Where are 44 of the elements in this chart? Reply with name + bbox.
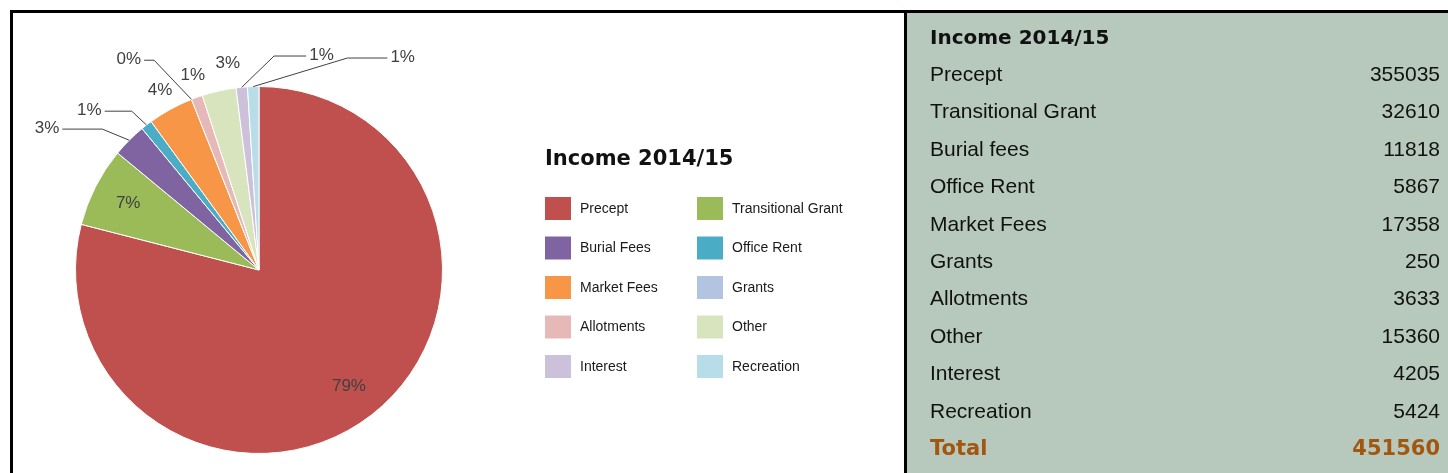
category-label: Other: [930, 323, 983, 348]
category-label: Grants: [930, 249, 994, 274]
text: Income 2014/15: [930, 24, 1110, 49]
data-label: 4205: [1393, 361, 1440, 386]
data-label: 3%: [34, 117, 60, 137]
data-label: 355035: [1369, 62, 1440, 87]
legend-label: Interest: [580, 357, 627, 374]
legend-label: Transitional Grant: [732, 199, 843, 216]
category-label: Office Rent: [930, 174, 1035, 199]
category-label: Market Fees: [930, 211, 1047, 236]
category-label: Transitional Grant: [930, 99, 1097, 124]
data-label: 1%: [390, 46, 415, 66]
text: 451560: [1352, 435, 1440, 460]
data-label: 3633: [1393, 286, 1440, 311]
category-label: Recreation: [930, 398, 1032, 423]
data-label: 15360: [1381, 323, 1440, 348]
category-label: Precept: [930, 62, 1003, 87]
data-label: 5867: [1393, 174, 1440, 199]
data-label: 5424: [1393, 398, 1440, 423]
legend-label: Other: [732, 318, 768, 335]
legend-label: Precept: [580, 199, 629, 216]
category-label: Interest: [930, 361, 1001, 386]
data-label: 1%: [309, 44, 334, 64]
category-label: Allotments: [930, 286, 1029, 311]
data-label: 79%: [331, 375, 366, 395]
data-label: 250: [1404, 249, 1440, 274]
legend-label: Burial Fees: [580, 239, 651, 256]
data-label: 7%: [115, 193, 141, 213]
text: 0%: [116, 48, 142, 68]
legend-title: Income 2014/15: [545, 146, 734, 171]
legend-label: Recreation: [732, 357, 800, 374]
data-label: 1%: [180, 65, 206, 85]
data-label: 4%: [147, 79, 173, 99]
data-label: 32610: [1381, 99, 1440, 124]
data-label: 11818: [1383, 136, 1440, 161]
legend-label: Grants: [732, 278, 775, 295]
legend-label: Market Fees: [580, 278, 658, 295]
legend-label: Office Rent: [732, 239, 802, 256]
data-label: 17358: [1381, 211, 1440, 236]
legend-label: Allotments: [580, 318, 646, 335]
data-label: 1%: [77, 99, 102, 119]
category-label: Burial fees: [930, 136, 1030, 161]
data-label: 3%: [215, 52, 241, 72]
text: Total: [930, 435, 988, 460]
